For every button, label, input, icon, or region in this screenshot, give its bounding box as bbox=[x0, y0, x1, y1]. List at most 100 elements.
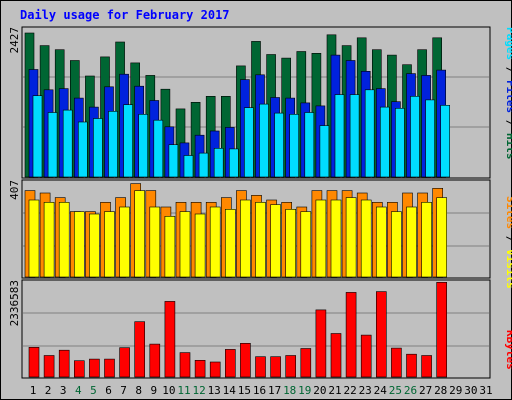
bar-sites-day-11 bbox=[179, 211, 191, 278]
bar-pages-day-16 bbox=[259, 103, 269, 178]
bar-sites-day-5 bbox=[89, 213, 100, 278]
bar-kbytes-day-3 bbox=[58, 349, 70, 378]
panel-max-label: 2427 bbox=[8, 27, 21, 54]
bar-pages-day-18 bbox=[289, 114, 300, 178]
panel-legend: KBytes bbox=[504, 330, 512, 370]
bar-sites-day-28 bbox=[436, 197, 448, 278]
bar-sites-day-14 bbox=[225, 209, 236, 278]
bar-sites-day-15 bbox=[240, 199, 251, 278]
bar-pages-day-20 bbox=[319, 125, 330, 178]
bar-kbytes-day-10 bbox=[164, 301, 176, 378]
legend-files: Files bbox=[504, 80, 512, 113]
bar-sites-day-25 bbox=[391, 211, 402, 278]
x-tick-label-13: 13 bbox=[208, 384, 221, 397]
bar-kbytes-day-16 bbox=[255, 356, 266, 378]
x-tick-label-16: 16 bbox=[253, 384, 266, 397]
bar-kbytes-day-26 bbox=[406, 353, 417, 378]
bar-pages-day-21 bbox=[334, 94, 345, 178]
bar-sites-day-18 bbox=[285, 209, 297, 278]
x-tick-label-3: 3 bbox=[60, 384, 67, 397]
bar-pages-day-24 bbox=[379, 106, 390, 178]
x-axis-labels: 1 2 3 4 5 6 7 8 9 10 11 12 13 14 15 16 17 18 19 20 21 22 23 24 2… bbox=[30, 384, 493, 397]
x-tick-label-25: 25 bbox=[389, 384, 402, 397]
bar-kbytes-day-15 bbox=[240, 342, 251, 378]
bar-sites-day-4 bbox=[74, 211, 85, 278]
bar-kbytes-day-27 bbox=[421, 355, 432, 378]
bar-sites-day-9 bbox=[149, 206, 161, 278]
bar-pages-day-13 bbox=[213, 148, 224, 178]
legend-hits: Hits bbox=[504, 133, 512, 160]
bar-sites-day-16 bbox=[255, 202, 266, 278]
bar-kbytes-day-24 bbox=[375, 291, 387, 378]
bar-pages-day-7 bbox=[123, 104, 133, 178]
legend-separator: / bbox=[504, 229, 512, 249]
bar-sites-day-3 bbox=[58, 202, 70, 278]
x-tick-label-29: 29 bbox=[449, 384, 462, 397]
x-tick-label-4: 4 bbox=[75, 384, 82, 397]
x-tick-label-27: 27 bbox=[419, 384, 432, 397]
bar-sites-day-26 bbox=[406, 206, 417, 278]
legend-sites: Sites bbox=[504, 196, 512, 229]
bar-pages-day-12 bbox=[198, 152, 209, 178]
bar-pages-day-14 bbox=[229, 148, 239, 178]
bar-pages-day-2 bbox=[47, 112, 58, 178]
bar-kbytes-day-9 bbox=[149, 343, 161, 378]
bar-pages-day-3 bbox=[62, 109, 73, 178]
bar-kbytes-day-14 bbox=[225, 349, 236, 378]
bar-sites-day-20 bbox=[315, 199, 327, 278]
bar-sites-day-10 bbox=[164, 216, 176, 278]
bar-pages-day-26 bbox=[410, 96, 420, 178]
panel-max-label: 2336583 bbox=[8, 280, 21, 326]
bar-pages-day-5 bbox=[93, 118, 103, 178]
x-tick-label-20: 20 bbox=[313, 384, 326, 397]
kbytes-panel: 2336583 KBytes bbox=[8, 279, 512, 379]
bar-sites-day-21 bbox=[330, 199, 342, 278]
bar-pages-day-10 bbox=[168, 144, 179, 178]
x-tick-label-10: 10 bbox=[162, 384, 175, 397]
bar-sites-day-12 bbox=[194, 213, 206, 278]
bar-kbytes-day-1 bbox=[28, 346, 40, 378]
bar-sites-day-8 bbox=[134, 190, 145, 278]
bar-pages-day-4 bbox=[78, 121, 88, 178]
bar-sites-day-22 bbox=[345, 197, 357, 278]
x-tick-label-9: 9 bbox=[150, 384, 157, 397]
bar-kbytes-day-12 bbox=[194, 359, 206, 378]
bar-sites-day-13 bbox=[209, 206, 221, 278]
bar-pages-day-1 bbox=[32, 95, 43, 178]
legend-pages: Pages bbox=[504, 27, 512, 60]
bar-kbytes-day-11 bbox=[179, 352, 191, 378]
hits-files-pages-panel: 2427 Pages / Files / Hits bbox=[8, 26, 512, 179]
bar-kbytes-day-21 bbox=[330, 333, 342, 378]
x-tick-label-31: 31 bbox=[479, 384, 492, 397]
x-tick-label-23: 23 bbox=[359, 384, 372, 397]
chart-title: Daily usage for February 2017 bbox=[20, 8, 230, 22]
bar-pages-day-19 bbox=[304, 112, 315, 178]
panel-legend: Pages / Files / Hits bbox=[504, 27, 512, 160]
x-tick-label-28: 28 bbox=[434, 384, 447, 397]
x-tick-label-12: 12 bbox=[192, 384, 205, 397]
x-tick-label-6: 6 bbox=[105, 384, 112, 397]
bar-pages-day-8 bbox=[138, 114, 148, 178]
bar-kbytes-day-20 bbox=[315, 309, 327, 378]
x-tick-label-30: 30 bbox=[464, 384, 477, 397]
x-tick-label-21: 21 bbox=[328, 384, 341, 397]
bar-pages-day-27 bbox=[425, 99, 435, 178]
bar-sites-day-23 bbox=[360, 199, 372, 278]
bar-kbytes-day-28 bbox=[436, 281, 448, 378]
x-tick-label-7: 7 bbox=[120, 384, 127, 397]
bar-pages-day-6 bbox=[108, 111, 118, 178]
bar-sites-day-27 bbox=[421, 202, 432, 278]
legend-visits: Visits bbox=[504, 249, 512, 289]
bar-pages-day-25 bbox=[395, 108, 405, 178]
x-tick-label-26: 26 bbox=[404, 384, 417, 397]
bar-pages-day-22 bbox=[349, 94, 360, 178]
bar-kbytes-day-4 bbox=[74, 360, 85, 378]
bar-kbytes-day-22 bbox=[345, 292, 357, 378]
x-tick-label-17: 17 bbox=[268, 384, 281, 397]
x-tick-label-1: 1 bbox=[30, 384, 37, 397]
bar-kbytes-day-25 bbox=[391, 347, 402, 378]
bar-pages-day-15 bbox=[244, 107, 254, 178]
bars-group bbox=[28, 281, 448, 378]
bar-kbytes-day-8 bbox=[134, 321, 145, 378]
x-tick-label-14: 14 bbox=[223, 384, 237, 397]
